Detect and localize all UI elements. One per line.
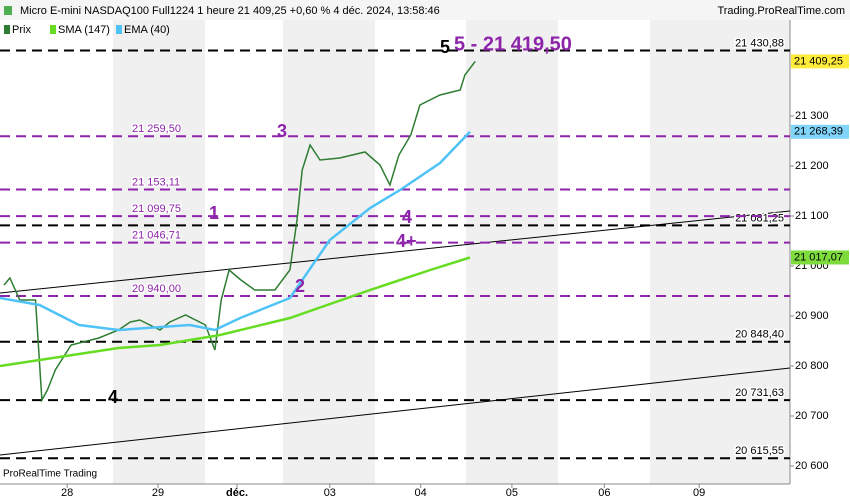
x-tick-label: déc. — [226, 487, 248, 499]
last-value-label: 21 017,07 — [794, 251, 843, 263]
level-label: 21 046,71 — [132, 230, 181, 242]
day-band — [113, 20, 205, 484]
annotation: 5 - 21 419,50 — [454, 33, 572, 55]
annotation: 3 — [277, 121, 287, 141]
legend-swatch — [50, 25, 56, 34]
y-tick-label: 20 800 — [795, 360, 829, 372]
annotation: 2 — [295, 276, 305, 296]
y-tick-label: 21 300 — [795, 110, 829, 122]
level-label: 21 099,75 — [132, 203, 181, 215]
day-band — [650, 20, 790, 484]
day-band — [466, 20, 558, 484]
day-band — [283, 20, 375, 484]
x-tick-label: 04 — [415, 487, 427, 499]
series-line — [0, 130, 471, 332]
icon — [4, 6, 12, 15]
annotation: 4 — [402, 207, 412, 227]
y-tick-label: 21 100 — [795, 210, 829, 222]
last-value-label: 21 268,39 — [794, 126, 843, 138]
last-value-tag — [791, 124, 849, 139]
x-tick-label: 28 — [61, 487, 73, 499]
trend-line — [0, 367, 791, 456]
last-value-tag — [791, 250, 849, 265]
x-tick-label: 06 — [598, 487, 610, 499]
chart-title: Micro E-mini NASDAQ100 Full1224 1 heure … — [20, 5, 440, 17]
level-label: 20 848,40 — [735, 329, 784, 341]
legend-label: SMA (147) — [58, 24, 110, 36]
level-label: 20 940,00 — [132, 283, 181, 295]
header-bar — [0, 0, 850, 20]
level-label: 21 153,11 — [132, 176, 180, 188]
legend-label: EMA (40) — [124, 24, 170, 36]
last-value-label: 21 409,25 — [794, 55, 843, 67]
level-label: 21 081,25 — [735, 212, 784, 224]
series-line — [0, 256, 471, 368]
site: Trading.ProRealTime.com — [717, 5, 845, 17]
x-tick-label: 03 — [324, 487, 336, 499]
x-tick-label: 05 — [506, 487, 518, 499]
annotation: 5 — [440, 37, 450, 57]
level-label: 20 731,63 — [735, 387, 784, 399]
legend-label: Prix — [12, 24, 31, 36]
x-tick-label: 29 — [152, 487, 164, 499]
level-label: 21 259,50 — [132, 123, 181, 135]
y-tick-label: 20 700 — [795, 410, 829, 422]
legend-swatch — [116, 25, 122, 34]
legend-swatch — [4, 25, 10, 34]
level-label: 20 615,55 — [735, 445, 784, 457]
y-tick-label: 20 600 — [795, 460, 829, 472]
last-value-tag — [791, 54, 849, 69]
series-line — [3, 60, 476, 403]
y-tick-label: 20 900 — [795, 310, 829, 322]
annotation: 1 — [209, 203, 219, 223]
y-tick-label: 21 200 — [795, 160, 829, 172]
footer: ProRealTime Trading — [3, 469, 97, 480]
x-tick-label: 09 — [693, 487, 705, 499]
annotation: 4 — [108, 387, 118, 407]
level-label: 21 430,88 — [735, 37, 784, 49]
annotation: 4+ — [396, 231, 417, 251]
